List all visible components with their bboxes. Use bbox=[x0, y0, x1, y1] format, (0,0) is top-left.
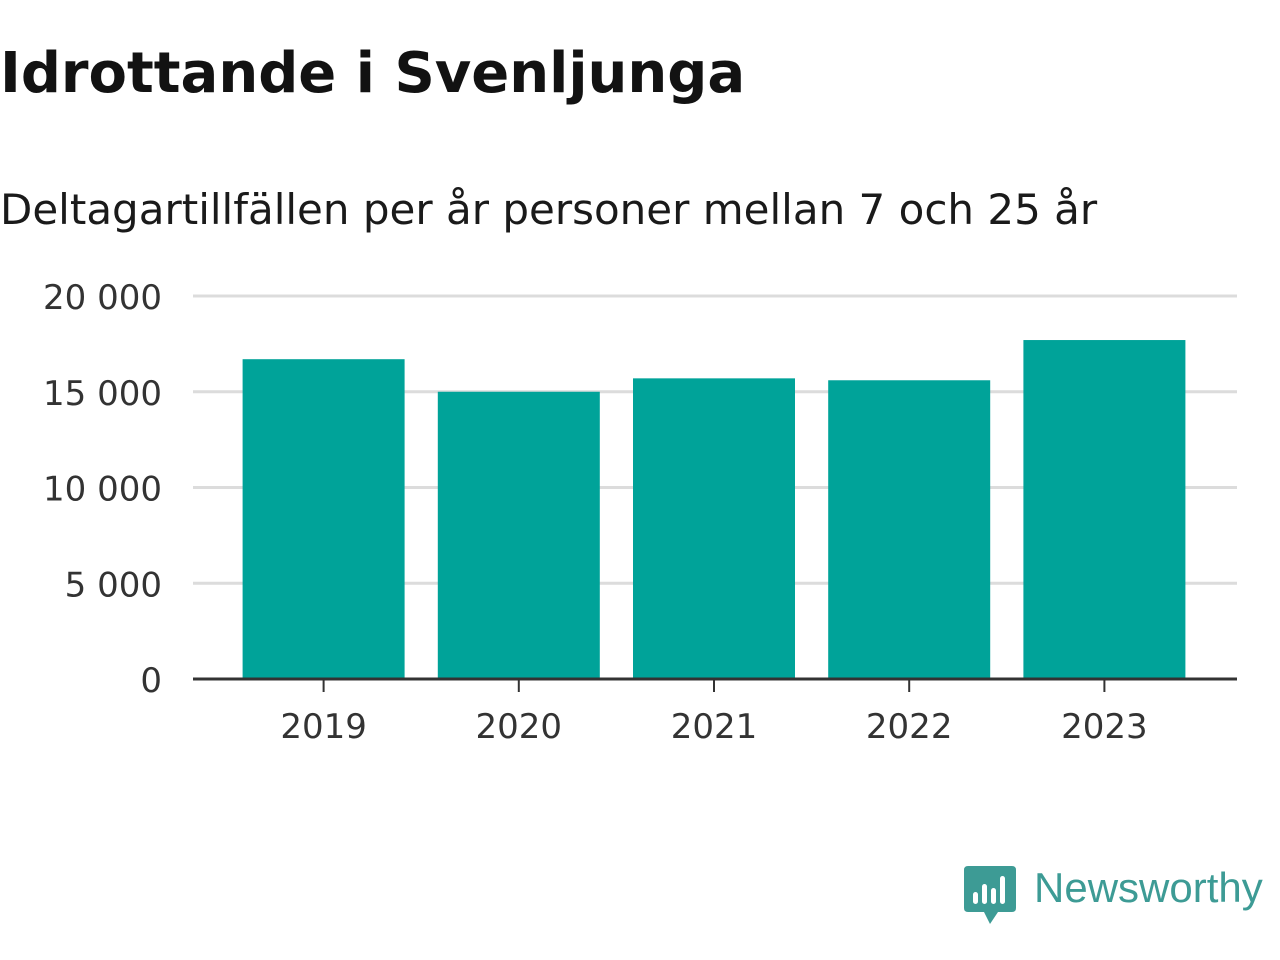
bar-2020 bbox=[437, 391, 600, 679]
x-axis-labels: 2019 2020 2021 2022 2023 bbox=[280, 707, 1147, 747]
bar-2019 bbox=[242, 359, 405, 679]
newsworthy-logo-icon bbox=[964, 866, 1016, 924]
chart-title: Idrottande i Svenljunga bbox=[0, 41, 746, 106]
y-tick-label: 10 000 bbox=[43, 470, 162, 510]
newsworthy-brand: Newsworthy bbox=[964, 864, 1263, 926]
y-tick-label: 0 bbox=[140, 661, 162, 701]
y-tick-label: 5 000 bbox=[65, 565, 162, 605]
bar-2022 bbox=[828, 380, 991, 679]
x-tick-label: 2019 bbox=[280, 707, 367, 747]
bar-2021 bbox=[633, 378, 795, 679]
y-tick-label: 15 000 bbox=[43, 374, 162, 414]
x-tick-label: 2022 bbox=[866, 707, 953, 747]
x-tick-label: 2021 bbox=[671, 707, 758, 747]
x-tick-label: 2020 bbox=[476, 707, 563, 747]
brand-name: Newsworthy bbox=[1034, 864, 1263, 911]
x-tick-label: 2023 bbox=[1061, 707, 1148, 747]
bar-2023 bbox=[1023, 340, 1186, 679]
bars bbox=[242, 340, 1186, 679]
x-axis bbox=[193, 677, 1237, 692]
y-axis-labels: 0 5 000 10 000 15 000 20 000 bbox=[43, 278, 162, 701]
chart-subtitle: Deltagartillfällen per år personer mella… bbox=[0, 185, 1098, 234]
y-tick-label: 20 000 bbox=[43, 278, 162, 318]
